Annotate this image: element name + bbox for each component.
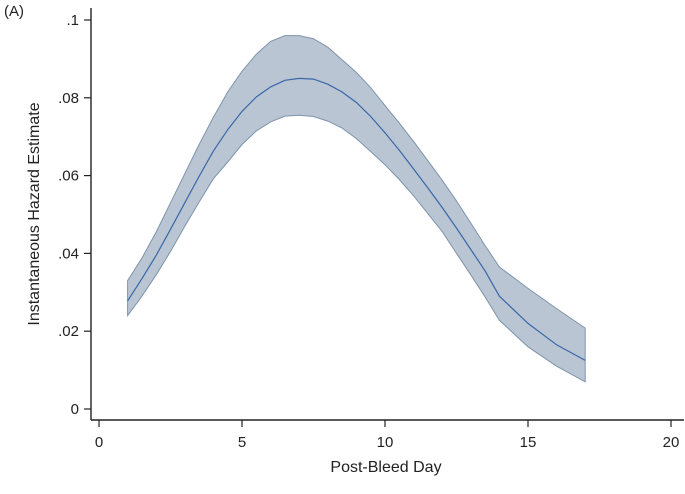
x-tick-group: 0 5 10 15 20 — [95, 420, 680, 451]
hazard-estimate-line — [127, 77, 586, 361]
confidence-band-layer — [127, 35, 586, 383]
y-axis-title: Instantaneous Hazard Estimate — [26, 102, 43, 325]
estimate-line-layer — [127, 77, 586, 361]
y-tick-label: .08 — [58, 90, 79, 107]
y-tick-label: .04 — [58, 245, 79, 262]
x-axis-title: Post-Bleed Day — [330, 459, 441, 476]
y-tick-group: 0 .02 .04 .06 .08 .1 — [58, 12, 91, 418]
panel-label: (A) — [4, 3, 24, 20]
y-tick-label: .02 — [58, 323, 79, 340]
x-tick-label: 20 — [663, 434, 680, 451]
y-tick-label: .1 — [66, 12, 79, 29]
y-tick-label: .06 — [58, 168, 79, 185]
y-tick-label: 0 — [71, 401, 79, 418]
x-tick-label: 10 — [377, 434, 394, 451]
x-tick-label: 5 — [238, 434, 246, 451]
x-tick-label: 0 — [95, 434, 103, 451]
x-tick-label: 15 — [520, 434, 537, 451]
confidence-band — [127, 35, 586, 383]
